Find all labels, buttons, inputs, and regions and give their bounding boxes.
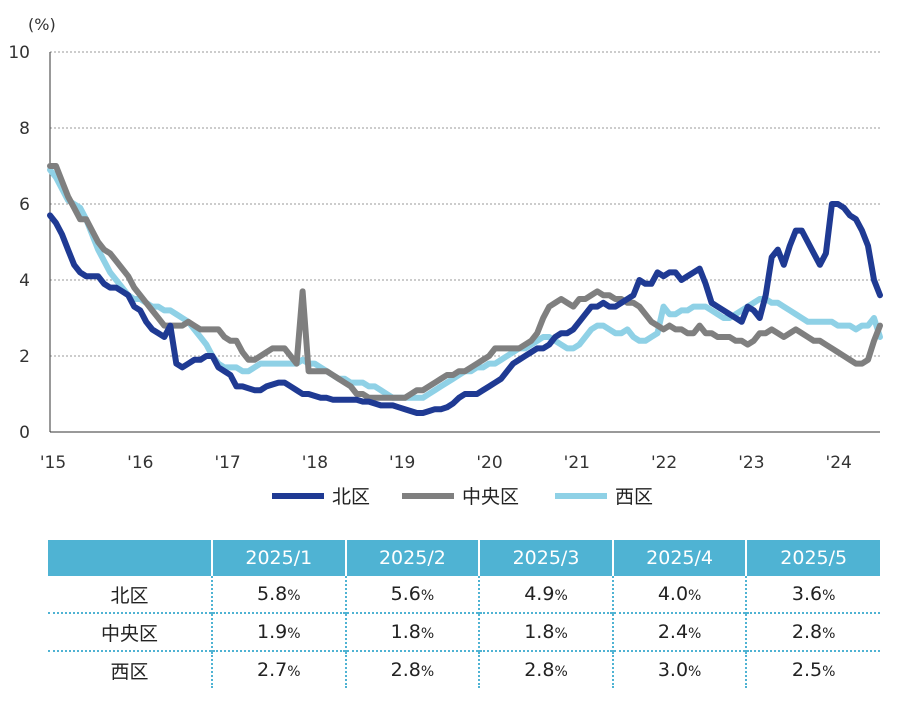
table-header-cell: 2025/5 <box>745 540 880 576</box>
x-tick-label: '16 <box>127 453 153 473</box>
grid <box>49 51 880 433</box>
row-label: 西区 <box>48 650 212 688</box>
x-tick-label: '20 <box>476 453 502 473</box>
unit-label: (%) <box>28 15 56 34</box>
table-header-cell <box>48 540 212 576</box>
table-header-cell: 2025/2 <box>344 540 480 576</box>
y-tick-label: 8 <box>19 119 30 139</box>
row-label: 中央区 <box>48 612 212 651</box>
x-tick-label: '21 <box>564 453 590 473</box>
y-tick-label: 10 <box>8 43 30 63</box>
table-cell: 4.9% <box>478 576 613 613</box>
y-axis-ticks: 0 2 4 6 8 10 <box>8 43 30 443</box>
x-tick-label: '23 <box>738 453 764 473</box>
table-header-cell: 2025/3 <box>478 540 613 576</box>
x-tick-label: '24 <box>826 453 852 473</box>
table-cell: 1.8% <box>478 612 613 651</box>
table-cell: 2.4% <box>611 612 747 651</box>
series-line-0 <box>47 201 883 416</box>
table-cell: 2.5% <box>745 650 880 688</box>
table-header-cell: 2025/4 <box>611 540 747 576</box>
legend-label: 西区 <box>615 486 653 508</box>
table-row: 北区 5.8% 5.6% 4.9% 4.0% 3.6% <box>48 576 880 613</box>
y-tick-label: 2 <box>19 347 30 367</box>
table-cell: 2.7% <box>211 650 346 688</box>
summary-table: 2025/1 2025/2 2025/3 2025/4 2025/5 北区 5.8… <box>48 540 880 688</box>
y-tick-label: 6 <box>19 195 30 215</box>
table-cell: 1.8% <box>344 612 480 651</box>
x-tick-label: '19 <box>389 453 415 473</box>
table-cell: 3.6% <box>745 576 880 613</box>
x-tick-label: '18 <box>302 453 328 473</box>
table-header-row: 2025/1 2025/2 2025/3 2025/4 2025/5 <box>48 540 880 576</box>
series-lines <box>47 163 883 416</box>
legend: 北区 中央区 西区 <box>272 486 653 508</box>
table-cell: 1.9% <box>211 612 346 651</box>
x-tick-label: '15 <box>40 453 66 473</box>
table-cell: 3.0% <box>611 650 747 688</box>
y-tick-label: 0 <box>19 423 30 443</box>
y-tick-label: 4 <box>19 271 30 291</box>
table-row: 中央区 1.9% 1.8% 1.8% 2.4% 2.8% <box>48 612 880 651</box>
legend-label: 中央区 <box>462 486 519 508</box>
table-row: 西区 2.7% 2.8% 2.8% 3.0% 2.5% <box>48 650 880 688</box>
table-cell: 2.8% <box>745 612 880 651</box>
table-cell: 5.8% <box>211 576 346 613</box>
x-tick-label: '17 <box>214 453 240 473</box>
table-header-cell: 2025/1 <box>211 540 346 576</box>
x-tick-label: '22 <box>651 453 677 473</box>
table-cell: 2.8% <box>478 650 613 688</box>
series-line-1 <box>47 163 883 401</box>
legend-label: 北区 <box>332 486 370 508</box>
row-label: 北区 <box>110 584 149 607</box>
table-cell: 5.6% <box>344 576 480 613</box>
table-cell: 4.0% <box>611 576 747 613</box>
table-cell: 2.8% <box>344 650 480 688</box>
x-axis-ticks: '15 '16 '17 '18 '19 '20 '21 '22 '23 '24 <box>40 453 852 473</box>
